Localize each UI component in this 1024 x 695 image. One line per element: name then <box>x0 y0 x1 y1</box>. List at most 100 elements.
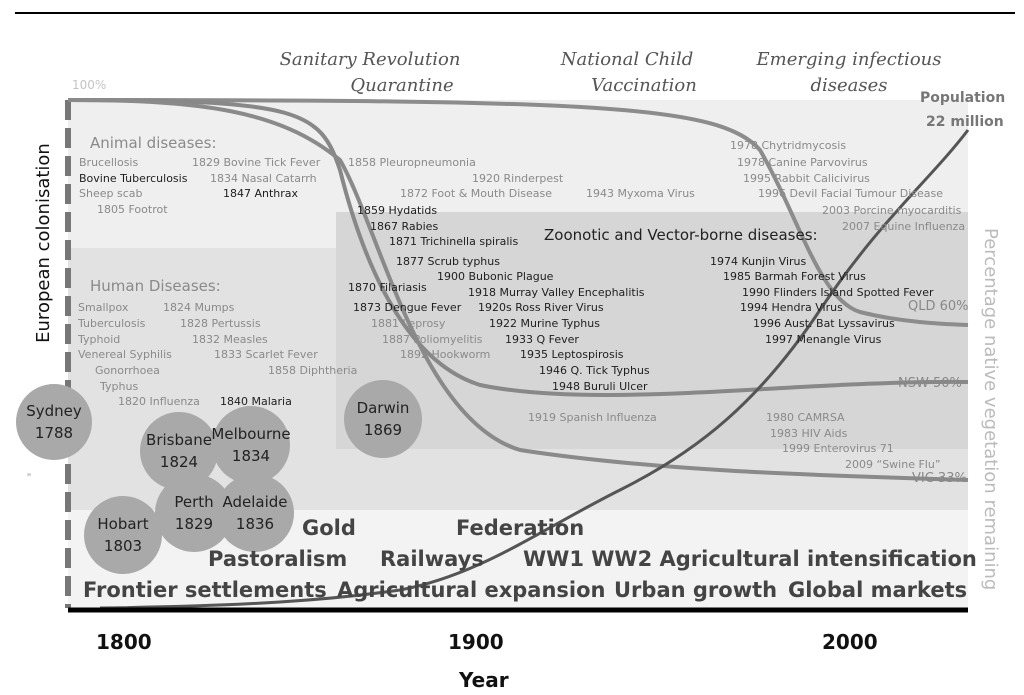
city-adelaide: Adelaide 1836 <box>216 474 294 552</box>
disease-typhus: Typhus <box>100 380 139 393</box>
population-label: Population <box>920 90 1006 106</box>
disease-brucellosis: Brucellosis <box>79 156 139 169</box>
city-hobart: Hobart 1803 <box>84 496 162 574</box>
x-tick-1900: 1900 <box>448 630 504 654</box>
city-year: 1788 <box>34 424 74 442</box>
top-rule <box>15 12 1015 14</box>
city-name: Melbourne <box>211 425 291 443</box>
era-frontier-settlements: Frontier settlements <box>83 578 327 602</box>
disease-footrot: 1805 Footrot <box>97 203 168 216</box>
disease-swine-flu: 2009 “Swine Flu” <box>845 458 941 471</box>
population-curve <box>99 129 970 610</box>
disease-rabies: 1867 Rabies <box>370 220 439 233</box>
nsw-vegetation-curve <box>67 98 969 397</box>
disease-tuberculosis: Tuberculosis <box>78 317 146 330</box>
disease-chytridmycosis: 1978 Chytridmycosis <box>730 139 847 152</box>
disease-canine-parvovirus: 1978 Canine Parvovirus <box>737 156 868 169</box>
disease-gonorrhoea: Gonorrhoea <box>95 364 160 377</box>
disease-mumps: 1824 Mumps <box>163 301 235 314</box>
city-year: 1829 <box>174 515 214 533</box>
era-urban-growth: Urban growth <box>614 578 778 602</box>
disease-pertussis: 1828 Pertussis <box>180 317 261 330</box>
disease-typhoid: Typhoid <box>78 333 121 346</box>
city-melbourne: Melbourne 1834 <box>211 406 291 484</box>
disease-murine-typhus: 1922 Murine Typhus <box>489 317 600 330</box>
disease-nasal-catarrh: 1834 Nasal Catarrh <box>210 172 317 185</box>
disease-leprosy: 1881 Leprosy <box>371 317 446 330</box>
european-colonisation-label: European colonisation <box>33 143 54 343</box>
city-year: 1836 <box>235 515 275 533</box>
disease-bovine-tick-fever: 1829 Bovine Tick Fever <box>192 156 321 169</box>
disease-measles: 1832 Measles <box>192 333 268 346</box>
header-national-child-vaccination: National Child Vaccination <box>560 49 697 96</box>
city-darwin: Darwin 1869 <box>344 380 422 458</box>
label-100-percent: 100% <box>72 78 107 92</box>
vegetation-axis-label: Percentage native vegetation remaining <box>980 228 1001 591</box>
disease-flinders-island-spotted-fever: 1990 Flinders Island Spotted Fever <box>742 286 934 299</box>
disease-scrub-typhus: 1877 Scrub typhus <box>396 255 500 268</box>
city-year: 1824 <box>159 453 199 471</box>
era-agricultural-expansion: Agricultural expansion <box>337 578 606 602</box>
x-tick-2000: 2000 <box>822 630 878 654</box>
disease-myxoma-virus: 1943 Myxoma Virus <box>586 187 695 200</box>
disease-rabbit-calicivirus: 1995 Rabbit Calicivirus <box>743 172 870 185</box>
disease-q-tick-typhus: 1946 Q. Tick Typhus <box>539 364 650 377</box>
disease-q-fever: 1933 Q Fever <box>505 333 579 346</box>
city-name: Sydney <box>26 402 82 420</box>
x-tick-1800: 1800 <box>96 630 152 654</box>
stray-quote-mark: ” <box>27 471 31 485</box>
era-global-markets: Global markets <box>788 578 968 602</box>
vegetation-label-vic: VIC 33% <box>912 471 967 486</box>
header-emerging-infectious-diseases: Emerging infectious diseases <box>756 49 942 96</box>
city-year: 1869 <box>363 421 403 439</box>
disease-buruli-ulcer: 1948 Buruli Ulcer <box>552 380 648 393</box>
disease-murray-valley-encephalitis: 1918 Murray Valley Encephalitis <box>468 286 645 299</box>
city-year: 1803 <box>103 537 143 555</box>
vegetation-label-nsw: NSW 50% <box>898 376 962 391</box>
city-name: Brisbane <box>146 431 212 449</box>
disease-rinderpest: 1920 Rinderpest <box>472 172 564 185</box>
disease-hiv-aids: 1983 HIV Aids <box>770 427 848 440</box>
x-axis-title: Year <box>459 668 509 692</box>
era-railways: Railways <box>380 547 484 571</box>
era-ww-agricultural-intensification: WW1 WW2 Agricultural intensification <box>523 547 977 571</box>
disease-scarlet-fever: 1833 Scarlet Fever <box>214 348 318 361</box>
disease-filariasis: 1870 Filariasis <box>348 281 427 294</box>
era-federation: Federation <box>456 516 585 540</box>
city-name: Hobart <box>97 515 149 533</box>
vic-vegetation-curve <box>67 98 969 482</box>
disease-anthrax: 1847 Anthrax <box>223 187 299 200</box>
city-year: 1834 <box>231 447 271 465</box>
disease-bovine-tuberculosis: Bovine Tuberculosis <box>79 172 188 185</box>
disease-influenza-1820: 1820 Influenza <box>118 395 200 408</box>
disease-hookworm: 1892 Hookworm <box>400 348 491 361</box>
city-name: Darwin <box>356 399 410 417</box>
disease-bubonic-plague: 1900 Bubonic Plague <box>437 270 554 283</box>
disease-diphtheria: 1858 Diphtheria <box>268 364 358 377</box>
animal-diseases-heading: Animal diseases: <box>90 134 217 152</box>
era-pastoralism: Pastoralism <box>208 547 348 571</box>
population-value: 22 million <box>926 114 1004 130</box>
disease-smallpox: Smallpox <box>78 301 129 314</box>
disease-equine-influenza: 2007 Equine Influenza <box>842 220 966 233</box>
disease-venereal-syphilis: Venereal Syphilis <box>78 348 172 361</box>
disease-menangle-virus: 1997 Menangle Virus <box>765 333 882 346</box>
header-sanitary-revolution: Sanitary Revolution Quarantine <box>279 49 461 96</box>
disease-enterovirus-71: 1999 Enterovirus 71 <box>782 442 894 455</box>
disease-camrsa: 1980 CAMRSA <box>766 411 845 424</box>
zoonotic-heading: Zoonotic and Vector-borne diseases: <box>544 226 818 244</box>
human-diseases-heading: Human Diseases: <box>90 277 221 295</box>
vegetation-label-qld: QLD 60% <box>908 299 969 314</box>
disease-malaria: 1840 Malaria <box>220 395 292 408</box>
disease-poliomyelitis: 1887 Poliomyelitis <box>382 333 483 346</box>
disease-hendra-virus: 1994 Hendra Virus <box>740 301 843 314</box>
disease-devil-facial-tumour: 1996 Devil Facial Tumour Disease <box>758 187 944 200</box>
disease-pleuropneumonia: 1858 Pleuropneumonia <box>348 156 476 169</box>
disease-hydatids: 1859 Hydatids <box>357 204 438 217</box>
disease-barmah-forest-virus: 1985 Barmah Forest Virus <box>723 270 866 283</box>
disease-leptospirosis: 1935 Leptospirosis <box>520 348 624 361</box>
era-gold: Gold <box>302 516 356 540</box>
disease-foot-and-mouth: 1872 Foot & Mouth Disease <box>400 187 553 200</box>
